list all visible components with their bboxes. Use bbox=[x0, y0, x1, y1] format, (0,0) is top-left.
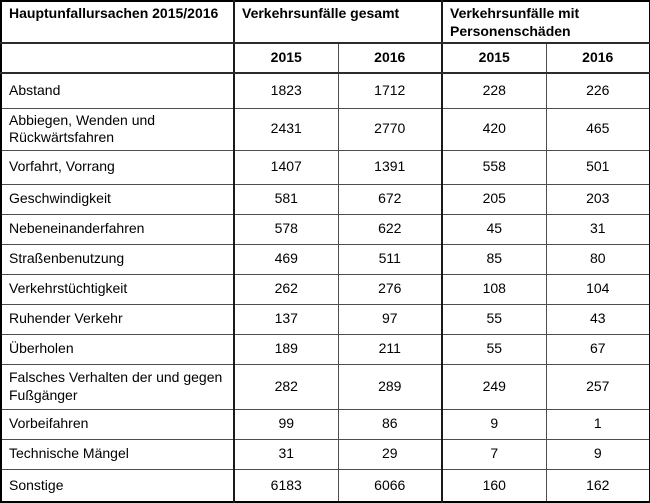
cell-value: 1 bbox=[545, 408, 650, 440]
cell-value: 262 bbox=[233, 273, 339, 305]
year-header-injuries-2015: 2015 bbox=[441, 42, 547, 74]
table-row: Abstand 1823 1712 228 226 bbox=[0, 72, 650, 109]
year-header-row: 2015 2016 2015 2016 bbox=[0, 42, 650, 74]
row-label: Abstand bbox=[0, 72, 235, 109]
row-label: Straßenbenutzung bbox=[0, 243, 235, 275]
row-label: Geschwindigkeit bbox=[0, 183, 235, 215]
table-row: Verkehrstüchtigkeit 262 276 108 104 bbox=[0, 273, 650, 305]
table-row: Vorbeifahren 99 86 9 1 bbox=[0, 408, 650, 440]
cell-value: 289 bbox=[337, 363, 443, 410]
row-label: Falsches Verhalten der und gegen Fußgäng… bbox=[0, 363, 235, 410]
cell-value: 85 bbox=[441, 243, 547, 275]
cell-value: 2431 bbox=[233, 107, 339, 151]
cell-value: 622 bbox=[337, 213, 443, 245]
table-row: Überholen 189 211 55 67 bbox=[0, 333, 650, 365]
table-row: Ruhender Verkehr 137 97 55 43 bbox=[0, 303, 650, 335]
table-row: Technische Mängel 31 29 7 9 bbox=[0, 438, 650, 470]
group-header-row: Hauptunfallursachen 2015/2016 Verkehrsun… bbox=[0, 0, 650, 44]
cell-value: 9 bbox=[545, 438, 650, 470]
cell-value: 6066 bbox=[337, 468, 443, 503]
group-header-injuries: Verkehrsunfälle mit Personenschäden bbox=[441, 0, 650, 44]
cell-value: 55 bbox=[441, 333, 547, 365]
cell-value: 420 bbox=[441, 107, 547, 151]
group-header-total: Verkehrsunfälle gesamt bbox=[233, 0, 443, 44]
cell-value: 137 bbox=[233, 303, 339, 335]
row-label: Technische Mängel bbox=[0, 438, 235, 470]
cell-value: 29 bbox=[337, 438, 443, 470]
corner-header: Hauptunfallursachen 2015/2016 bbox=[0, 0, 235, 44]
table-row: Falsches Verhalten der und gegen Fußgäng… bbox=[0, 363, 650, 410]
cell-value: 31 bbox=[233, 438, 339, 470]
year-header-injuries-2016: 2016 bbox=[545, 42, 650, 74]
table-row: Sonstige 6183 6066 160 162 bbox=[0, 468, 650, 503]
cell-value: 31 bbox=[545, 213, 650, 245]
cell-value: 672 bbox=[337, 183, 443, 215]
cell-value: 67 bbox=[545, 333, 650, 365]
cell-value: 1712 bbox=[337, 72, 443, 109]
row-label: Abbiegen, Wenden und Rückwärtsfahren bbox=[0, 107, 235, 151]
cell-value: 99 bbox=[233, 408, 339, 440]
cell-value: 228 bbox=[441, 72, 547, 109]
cell-value: 43 bbox=[545, 303, 650, 335]
cell-value: 189 bbox=[233, 333, 339, 365]
cell-value: 1391 bbox=[337, 149, 443, 185]
row-label: Überholen bbox=[0, 333, 235, 365]
cell-value: 282 bbox=[233, 363, 339, 410]
year-header-total-2016: 2016 bbox=[337, 42, 443, 74]
cell-value: 578 bbox=[233, 213, 339, 245]
year-header-total-2015: 2015 bbox=[233, 42, 339, 74]
cell-value: 203 bbox=[545, 183, 650, 215]
cell-value: 205 bbox=[441, 183, 547, 215]
cell-value: 1823 bbox=[233, 72, 339, 109]
cell-value: 511 bbox=[337, 243, 443, 275]
cell-value: 465 bbox=[545, 107, 650, 151]
cell-value: 2770 bbox=[337, 107, 443, 151]
cell-value: 501 bbox=[545, 149, 650, 185]
empty-corner-cell bbox=[0, 42, 235, 74]
cell-value: 211 bbox=[337, 333, 443, 365]
cell-value: 86 bbox=[337, 408, 443, 440]
cell-value: 97 bbox=[337, 303, 443, 335]
cell-value: 108 bbox=[441, 273, 547, 305]
table-row: Geschwindigkeit 581 672 205 203 bbox=[0, 183, 650, 215]
cell-value: 7 bbox=[441, 438, 547, 470]
cell-value: 9 bbox=[441, 408, 547, 440]
cell-value: 276 bbox=[337, 273, 443, 305]
cell-value: 558 bbox=[441, 149, 547, 185]
row-label: Verkehrstüchtigkeit bbox=[0, 273, 235, 305]
table-row: Abbiegen, Wenden und Rückwärtsfahren 243… bbox=[0, 107, 650, 151]
table-row: Vorfahrt, Vorrang 1407 1391 558 501 bbox=[0, 149, 650, 185]
cell-value: 1407 bbox=[233, 149, 339, 185]
row-label: Vorbeifahren bbox=[0, 408, 235, 440]
cell-value: 257 bbox=[545, 363, 650, 410]
row-label: Sonstige bbox=[0, 468, 235, 503]
cell-value: 160 bbox=[441, 468, 547, 503]
cell-value: 581 bbox=[233, 183, 339, 215]
cell-value: 249 bbox=[441, 363, 547, 410]
row-label: Nebeneinanderfahren bbox=[0, 213, 235, 245]
row-label: Vorfahrt, Vorrang bbox=[0, 149, 235, 185]
cell-value: 80 bbox=[545, 243, 650, 275]
cell-value: 55 bbox=[441, 303, 547, 335]
table-row: Nebeneinanderfahren 578 622 45 31 bbox=[0, 213, 650, 245]
cell-value: 469 bbox=[233, 243, 339, 275]
row-label: Ruhender Verkehr bbox=[0, 303, 235, 335]
table-row: Straßenbenutzung 469 511 85 80 bbox=[0, 243, 650, 275]
cell-value: 6183 bbox=[233, 468, 339, 503]
cell-value: 162 bbox=[545, 468, 650, 503]
cell-value: 45 bbox=[441, 213, 547, 245]
cell-value: 226 bbox=[545, 72, 650, 109]
cell-value: 104 bbox=[545, 273, 650, 305]
